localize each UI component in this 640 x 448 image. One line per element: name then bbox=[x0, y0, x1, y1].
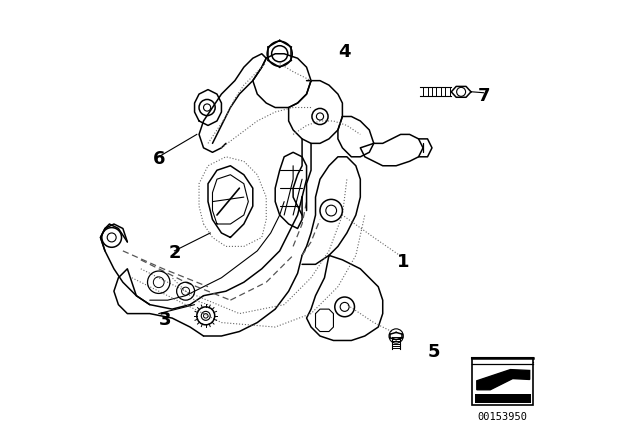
Text: 5: 5 bbox=[428, 343, 440, 361]
Bar bbox=[472, 358, 532, 405]
Text: 7: 7 bbox=[477, 87, 490, 105]
Polygon shape bbox=[477, 370, 530, 390]
Bar bbox=[474, 394, 531, 403]
Text: 3: 3 bbox=[159, 311, 172, 329]
Text: 6: 6 bbox=[152, 150, 165, 168]
Text: 2: 2 bbox=[168, 244, 180, 262]
Text: 00153950: 00153950 bbox=[477, 412, 527, 422]
Text: 4: 4 bbox=[339, 43, 351, 60]
Text: 1: 1 bbox=[397, 253, 409, 271]
